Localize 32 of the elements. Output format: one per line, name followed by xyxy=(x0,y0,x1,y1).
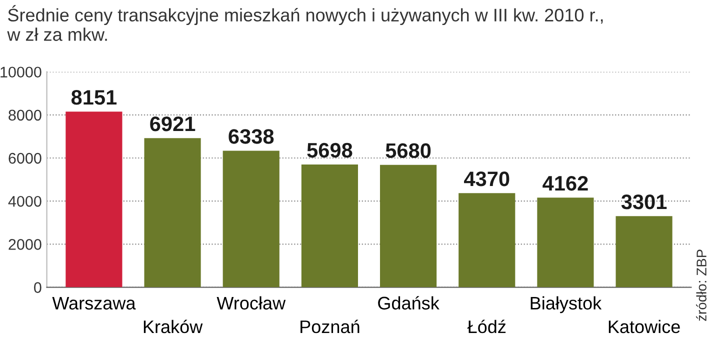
y-tick-label: 8000 xyxy=(8,110,42,121)
x-tick-label: Białystok xyxy=(530,296,602,314)
y-tick-label: 2000 xyxy=(8,239,42,250)
x-tick-label: Wrocław xyxy=(216,296,286,310)
bar xyxy=(144,138,201,288)
x-tick-label: Łódź xyxy=(467,320,506,334)
bar xyxy=(537,198,594,288)
data-label: 6921 xyxy=(150,116,196,132)
y-tick-label: 6000 xyxy=(8,152,42,164)
data-label: 5698 xyxy=(307,142,352,158)
data-label: 6338 xyxy=(228,129,274,144)
chart-title: Średnie ceny transakcyjne mieszkań nowych i używanych w III kw. 2010 r., w zł za mkw. xyxy=(7,5,603,41)
bar xyxy=(458,193,516,288)
bar xyxy=(301,164,358,288)
data-label: 3301 xyxy=(621,194,667,210)
x-tick-label: Kraków xyxy=(144,320,203,334)
data-label: 4162 xyxy=(542,176,588,191)
text: źródło: ZBP xyxy=(696,250,706,321)
bar xyxy=(222,150,280,288)
y-tick-label: 10000 xyxy=(0,66,42,78)
x-tick-label: Poznań xyxy=(300,320,360,334)
x-tick-label: Warszawa xyxy=(52,296,136,310)
bar xyxy=(616,216,672,288)
y-tick-label: 0 xyxy=(34,282,42,293)
x-tick-label: Gdańsk xyxy=(378,296,440,310)
x-tick-label: Katowice xyxy=(608,320,680,334)
bar xyxy=(66,112,122,288)
bar xyxy=(380,164,437,288)
data-label: 5680 xyxy=(386,143,431,158)
y-tick-label: 4000 xyxy=(8,196,42,207)
data-label: 8151 xyxy=(71,90,117,105)
data-label: 4370 xyxy=(464,171,510,186)
